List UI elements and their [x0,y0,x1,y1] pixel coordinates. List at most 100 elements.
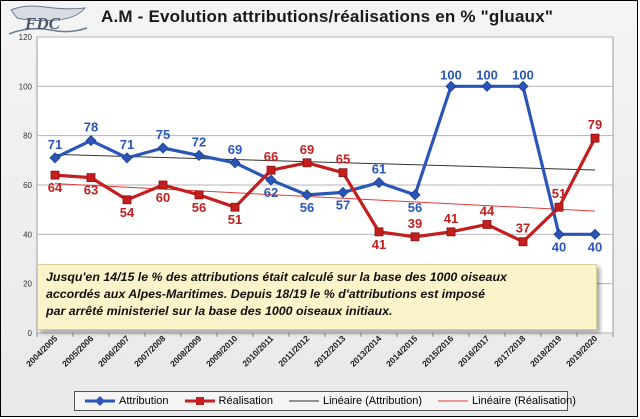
data-label-realisation: 41 [372,237,386,252]
point-realisation [590,133,600,143]
legend-label: Linéaire (Réalisation) [472,395,576,407]
data-label-attribution: 40 [588,239,602,254]
x-tick-label: 2014/2015 [384,333,420,369]
point-attribution [229,157,241,169]
y-tick-label: 40 [23,230,32,239]
fdc-logo: FDC [8,5,88,35]
legend-item-trend-realisation: Linéaire (Réalisation) [438,395,576,407]
point-realisation [338,168,348,178]
data-label-realisation: 65 [336,152,350,167]
y-tick-label: 80 [23,132,32,141]
data-label-realisation: 51 [552,186,566,201]
data-label-realisation: 54 [120,205,135,220]
point-attribution [301,189,313,201]
annotation-note: Jusqu'en 14/15 le % des attributions éta… [37,264,597,330]
point-realisation [554,202,564,212]
x-tick-label: 2010/2011 [240,333,275,368]
x-tick-label: 2013/2014 [348,333,384,369]
data-label-attribution: 100 [476,67,498,82]
y-tick-label: 100 [19,82,33,91]
data-label-realisation: 41 [444,211,458,226]
y-tick-label: 20 [23,280,32,289]
x-tick-label: 2018/2019 [528,333,564,369]
trendline-attribution [54,153,596,171]
point-realisation [302,158,312,168]
y-tick-label: 0 [28,329,33,338]
data-label-attribution: 40 [552,239,566,254]
data-label-realisation: 44 [480,203,495,218]
point-realisation [194,190,204,200]
x-tick-label: 2016/2017 [456,333,492,369]
data-label-attribution: 61 [372,162,386,177]
point-realisation [50,170,60,180]
point-attribution [265,174,277,186]
point-attribution [337,186,349,198]
point-attribution [589,228,601,240]
data-label-attribution: 62 [264,185,278,200]
chart-title: A.M - Evolution attributions/réalisation… [101,7,554,26]
point-realisation [266,165,276,175]
data-label-attribution: 56 [408,200,422,215]
point-realisation [518,237,528,247]
legend-symbol [85,396,115,406]
x-tick-label: 2011/2012 [276,333,311,368]
point-attribution [445,80,457,92]
x-tick-label: 2019/2020 [564,333,600,369]
x-tick-label: 2005/2006 [60,333,96,369]
data-label-attribution: 72 [192,134,206,149]
point-realisation [86,173,96,183]
point-attribution [517,80,529,92]
legend-label: Réalisation [218,395,273,407]
point-attribution [157,142,169,154]
point-realisation [122,195,132,205]
trendline-realisation [54,183,596,212]
point-realisation [410,232,420,242]
data-label-realisation: 69 [300,142,314,157]
data-label-realisation: 51 [228,212,242,227]
x-tick-label: 2015/2016 [420,333,456,369]
point-realisation [482,220,492,229]
legend-item-realisation: Réalisation [184,395,273,407]
point-realisation [374,227,384,237]
data-label-realisation: 56 [192,200,206,215]
legend-label: Linéaire (Attribution) [322,395,423,407]
point-realisation [158,180,168,190]
y-tick-label: 120 [19,33,33,42]
data-label-attribution: 100 [512,67,534,82]
note-line-3: par arrêté ministeriel sur la base des 1… [46,304,393,318]
svg-text:FDC: FDC [24,14,61,33]
note-line-2: accordés aux Alpes-Maritimes. Depuis 18/… [46,287,486,301]
point-attribution [553,228,565,240]
data-label-realisation: 79 [588,117,602,132]
data-label-realisation: 63 [84,183,98,198]
data-label-attribution: 78 [84,120,98,135]
point-attribution [193,149,205,161]
data-label-realisation: 66 [264,149,278,164]
legend-symbol [288,400,319,402]
point-attribution [481,80,493,92]
legend-label: Attribution [119,395,169,407]
legend-symbol [438,400,469,402]
legend-item-trend-attribution: Linéaire (Attribution) [288,395,423,407]
y-tick-label: 60 [23,181,32,190]
point-attribution [121,152,133,164]
x-tick-label: 2004/2005 [24,333,60,369]
data-label-attribution: 71 [48,137,62,152]
data-label-realisation: 39 [408,216,422,231]
data-label-attribution: 71 [120,137,134,152]
point-attribution [49,152,61,164]
chart-legend: Attribution Réalisation Linéaire (Attribut… [74,391,576,411]
x-tick-label: 2017/2018 [492,333,528,369]
data-label-attribution: 100 [440,67,462,82]
series-line-attribution [54,84,595,236]
x-tick-label: 2008/2009 [168,333,204,369]
x-tick-label: 2009/2010 [204,333,240,369]
data-label-attribution: 75 [156,127,170,142]
data-label-realisation: 37 [516,221,530,236]
data-label-attribution: 56 [300,200,314,215]
legend-symbol [184,397,215,405]
series-line-realisation [54,137,597,244]
point-attribution [373,176,385,189]
point-attribution [85,135,97,147]
